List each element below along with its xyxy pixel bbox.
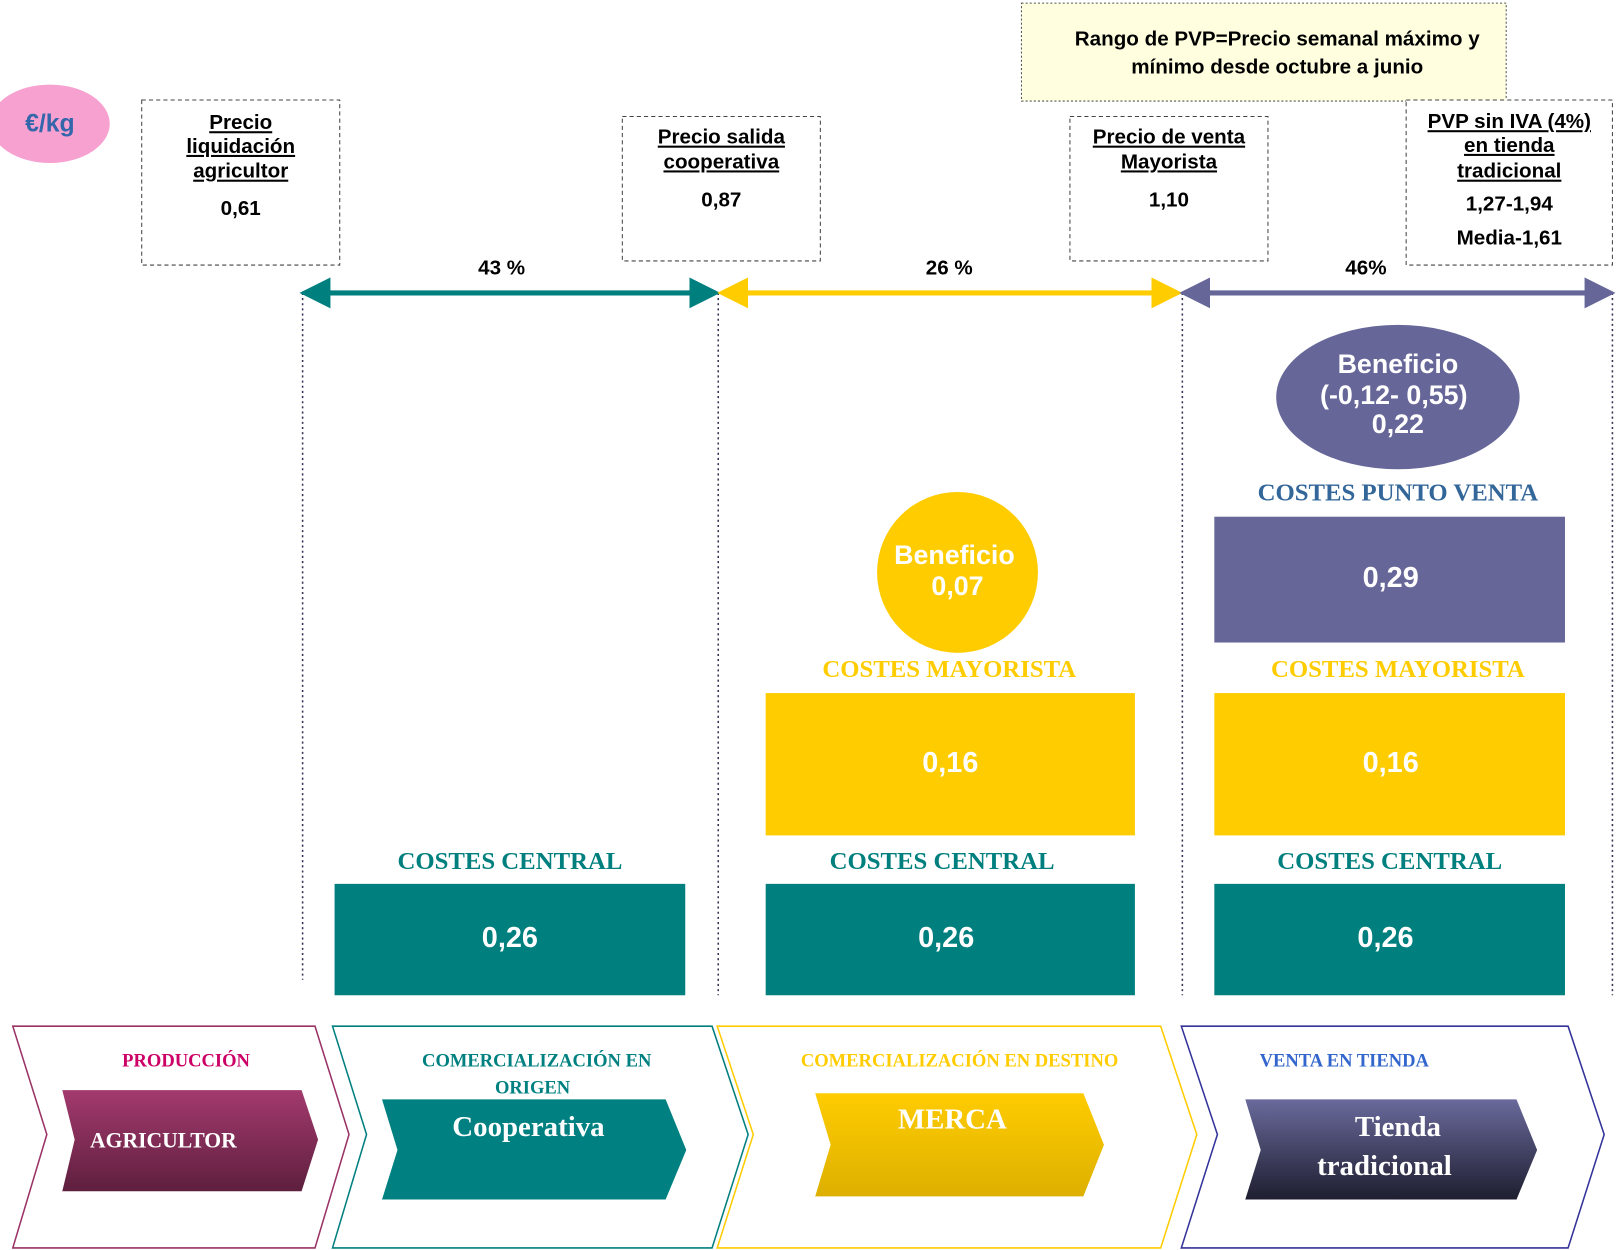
margin-label: 26 % [926, 257, 973, 280]
actor-arrow [1245, 1099, 1538, 1200]
actor-label: MERCA [898, 1104, 1007, 1136]
stage-header: COMERCIALIZACIÓN EN DESTINO [801, 1050, 1118, 1072]
price-value: 0,87 [701, 189, 741, 212]
note-line: Rango de PVP=Precio semanal máximo y [1075, 28, 1480, 51]
stage-chevron [1180, 1025, 1605, 1249]
price-title: Mayorista [1121, 150, 1218, 173]
price-box [141, 99, 341, 266]
margin-label: 43 % [478, 257, 525, 280]
cost-value: 0,26 [482, 922, 538, 954]
price-title: Precio salida [658, 126, 786, 149]
stage-header: VENTA EN TIENDA [1260, 1051, 1430, 1072]
note-box [1020, 2, 1507, 113]
price-value: Media-1,61 [1457, 227, 1562, 250]
actor-arrow [62, 1090, 319, 1192]
unit: €/kg [25, 110, 75, 137]
price-title: PVP sin IVA (4%) [1428, 110, 1591, 133]
cost-block [1214, 883, 1565, 996]
price-title: cooperativa [663, 150, 779, 173]
actor-arrow [815, 1093, 1104, 1197]
cost-label: COSTES MAYORISTA [1271, 656, 1525, 683]
actor-label: tradicional [1317, 1150, 1452, 1182]
actor-label: Cooperativa [452, 1111, 604, 1143]
cost-block [334, 883, 686, 996]
price-title: en tienda [1464, 134, 1555, 157]
price-title: tradicional [1457, 160, 1561, 183]
price-value: 1,10 [1149, 189, 1189, 212]
profit-text: (-0,12- 0,55) [1320, 380, 1467, 410]
cost-label: COSTES PUNTO VENTA [1258, 480, 1539, 507]
cost-label: COSTES CENTRAL [1277, 848, 1502, 875]
profit-text: 0,07 [931, 571, 983, 601]
actor-label: AGRICULTOR [90, 1129, 237, 1153]
stage-header: ORIGEN [495, 1077, 571, 1098]
cost-block [1214, 693, 1565, 836]
price-value: 1,27-1,94 [1466, 193, 1554, 216]
cost-block [765, 693, 1135, 836]
margin-label: 46% [1345, 257, 1386, 280]
actor-label: Tienda [1355, 1111, 1441, 1143]
price-title: Precio de venta [1093, 126, 1246, 149]
price-box [1069, 116, 1269, 262]
unit-badge [0, 84, 110, 163]
stage-chevron [331, 1025, 749, 1249]
profit-bubble [1276, 324, 1520, 470]
price-box [621, 116, 821, 262]
stage-header: PRODUCCIÓN [122, 1050, 250, 1072]
price-title: agricultor [193, 160, 288, 183]
profit-bubble [877, 491, 1038, 653]
note-line: mínimo desde octubre a junio [1131, 56, 1423, 79]
price-value: 0,61 [221, 197, 261, 220]
actor-arrow [382, 1099, 687, 1200]
cost-block [1214, 516, 1565, 643]
stage-chevron [11, 1025, 350, 1249]
profit-text: Beneficio [1338, 349, 1459, 379]
cost-value: 0,16 [922, 747, 978, 779]
cost-block [765, 883, 1135, 996]
cost-value: 0,26 [1357, 922, 1413, 954]
cost-value: 0,26 [918, 922, 974, 954]
price-title: Precio [209, 111, 272, 134]
cost-label: COSTES CENTRAL [397, 848, 622, 875]
cost-label: COSTES MAYORISTA [822, 656, 1076, 683]
cost-value: 0,29 [1363, 562, 1419, 594]
profit-text: 0,22 [1372, 409, 1424, 439]
profit-text: Beneficio [894, 540, 1015, 570]
stage-header: COMERCIALIZACIÓN EN [422, 1050, 652, 1072]
price-title: liquidación [186, 135, 295, 158]
stage-chevron [716, 1025, 1198, 1249]
cost-label: COSTES CENTRAL [830, 848, 1055, 875]
cost-value: 0,16 [1363, 747, 1419, 779]
price-box [1405, 99, 1613, 266]
